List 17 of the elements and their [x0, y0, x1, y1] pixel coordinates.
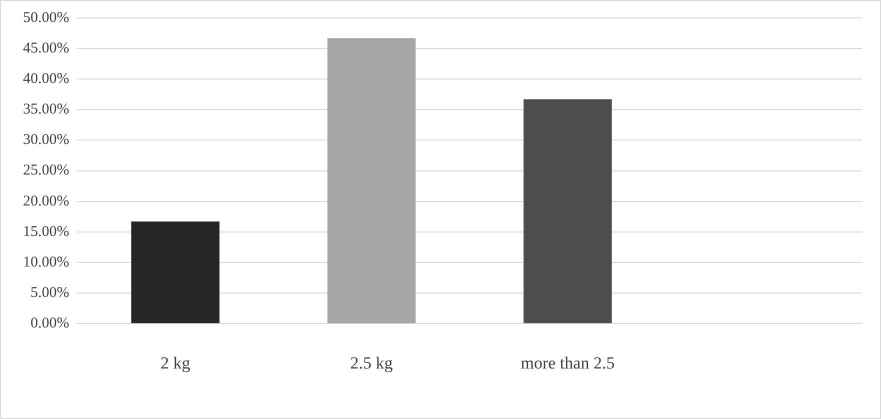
x-tick-label: more than 2.5	[520, 353, 615, 372]
y-tick-label: 40.00%	[22, 71, 70, 88]
y-tick-label: 35.00%	[22, 102, 70, 118]
y-tick-label: 5.00%	[30, 284, 70, 301]
y-tick-label: 10.00%	[22, 254, 70, 270]
y-tick-label: 50.00%	[22, 10, 70, 26]
y-tick-label: 30.00%	[22, 132, 70, 148]
bar	[327, 38, 416, 324]
y-tick-label: 25.00%	[22, 162, 70, 179]
y-tick-label: 0.00%	[30, 316, 70, 332]
bar	[131, 222, 220, 324]
y-tick-label: 20.00%	[22, 193, 70, 210]
y-tick-label: 45.00%	[22, 40, 70, 56]
bar	[524, 99, 612, 324]
y-tick-label: 15.00%	[22, 224, 70, 240]
x-tick-label: 2.5 kg	[350, 353, 394, 372]
x-tick-label: 2 kg	[160, 353, 191, 372]
